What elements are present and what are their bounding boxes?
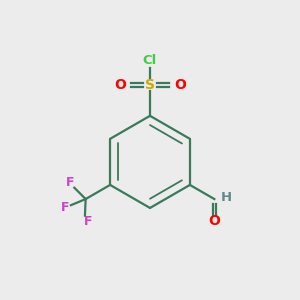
Text: O: O <box>174 78 186 92</box>
Text: F: F <box>61 201 69 214</box>
Text: H: H <box>221 191 232 204</box>
Text: F: F <box>66 176 74 189</box>
Text: F: F <box>84 214 92 227</box>
Text: O: O <box>208 214 220 228</box>
Text: O: O <box>114 78 126 92</box>
Text: Cl: Cl <box>143 54 157 67</box>
Text: S: S <box>145 78 155 92</box>
